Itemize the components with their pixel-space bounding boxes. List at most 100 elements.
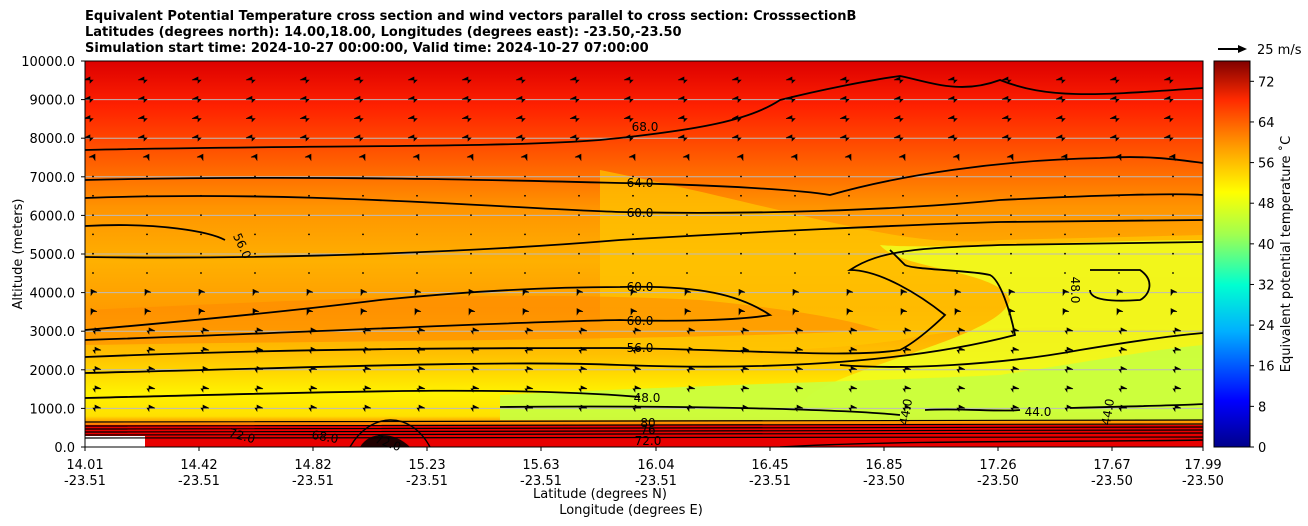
wind-vector [632,175,634,178]
x-tick-label: 16.04 [637,458,674,473]
wind-vector [1163,134,1174,142]
wind-vector [200,175,202,178]
wind-vector [416,252,418,255]
wind-vector [686,252,688,255]
wind-vector [1001,115,1012,123]
wind-vector [1109,134,1120,142]
wind-vector [470,272,472,274]
wind-vector [245,95,256,104]
wind-vector [578,214,580,217]
wind-vector [191,95,202,104]
wind-vector [90,308,98,316]
wind-vector [1010,272,1012,274]
wind-vector [360,288,368,297]
wind-vector [470,214,472,217]
wind-vector [416,366,426,374]
wind-vector [902,366,912,374]
colorbar-ticks: 0 8 16 24 32 40 48 56 64 72 [1250,75,1275,456]
wind-vector [632,404,642,413]
wind-vector [470,404,480,413]
wind-vector [1172,194,1174,197]
wind-vector [736,153,744,162]
wind-vector [142,153,150,162]
wind-vector [900,308,908,316]
contour-label: 68.0 [311,428,340,446]
wind-vector [794,404,804,413]
wind-vector [1118,194,1120,197]
wind-vector [623,95,634,104]
wind-vector [956,346,966,355]
wind-vector [1010,346,1020,355]
wind-vector [1055,76,1066,84]
wind-vector [794,214,796,217]
wind-vector [902,346,912,355]
wind-vector [146,327,156,335]
wind-vector [632,252,634,255]
wind-vector [254,327,264,335]
wind-vector [362,385,372,393]
wind-vector [794,252,796,255]
wind-vector [416,385,426,393]
wind-vector [90,288,98,297]
wind-vector [848,175,850,178]
wind-vector [902,327,912,335]
wind-vector [794,327,804,335]
wind-vector [569,95,580,104]
wind-vector [85,115,94,123]
wind-vector [470,327,480,335]
wind-vector [308,194,310,197]
wind-vector [245,134,256,142]
wind-vector [515,134,526,142]
wind-vector [1172,346,1182,355]
wind-vector [956,404,966,413]
wind-vector [470,175,472,178]
contour-label: 60.0 [627,280,654,294]
wind-vector [1010,385,1020,393]
wind-vector [848,366,858,374]
wind-vector [686,233,688,236]
wind-vector [848,214,850,217]
wind-vector [893,76,904,84]
wind-vector [1064,346,1074,355]
wind-vector [137,76,148,84]
wind-vector [308,272,310,274]
wind-vector [308,366,318,374]
wind-vector [848,194,850,197]
colorbar-tick-label: 32 [1258,278,1275,293]
wind-vector [578,252,580,255]
wind-vector [191,134,202,142]
contour-label: 60.0 [627,206,654,220]
wind-vector [632,194,634,197]
wind-vector [416,272,418,274]
x-axis-label-2: Longitude (degrees E) [559,503,703,518]
wind-vector [1064,214,1066,217]
wind-vector [623,76,634,84]
wind-vector [1172,214,1174,217]
wind-vector [848,346,858,355]
wind-vector [306,308,314,316]
wind-vector [200,385,210,393]
y-axis-label: Altitude (meters) [11,199,26,310]
wind-vector [254,194,256,197]
wind-vector [1010,233,1012,236]
wind-vector [252,308,260,316]
wind-vector [844,153,852,162]
wind-vector [578,385,588,393]
wind-vector [1064,404,1074,413]
x-tick-label: 17.99 [1184,458,1221,473]
wind-vector [1118,272,1120,274]
wind-vector [308,214,310,217]
x-tick-label-lon: -23.51 [406,474,448,489]
wind-vector [362,346,372,355]
wind-vector [254,272,256,274]
wind-vector [461,115,472,123]
wind-vector [353,115,364,123]
wind-vector [578,404,588,413]
wind-vector [92,327,102,335]
wind-vector [677,134,688,142]
colorbar-tick-label: 24 [1258,319,1275,334]
wind-vector [524,385,534,393]
wind-vector [524,194,526,197]
wind-vector [623,134,634,142]
wind-vector [628,153,636,162]
